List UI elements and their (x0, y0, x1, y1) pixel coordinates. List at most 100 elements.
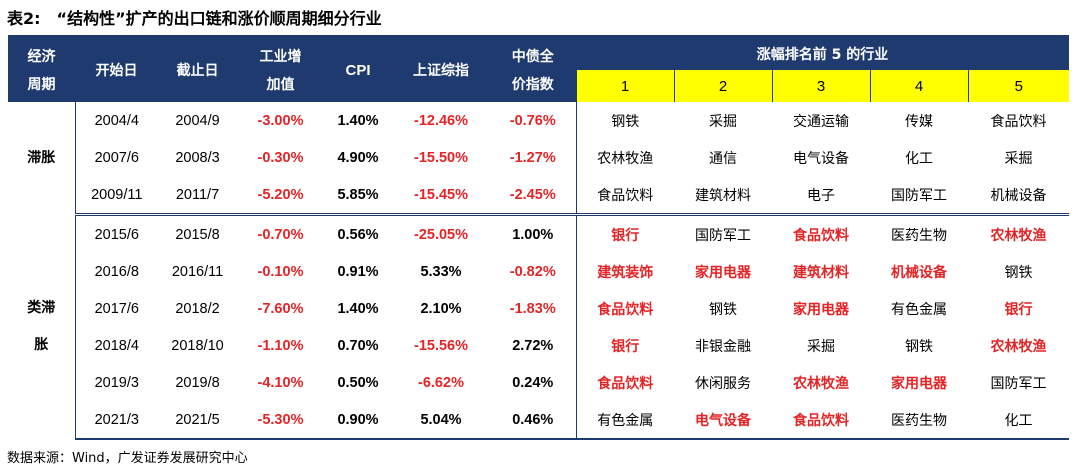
bond-index-return: -2.45% (490, 176, 576, 216)
top-industry-rank-2: 国防军工 (695, 227, 751, 244)
cpi-value: 1.40% (337, 112, 379, 129)
end-date: 2011/7 (158, 176, 237, 216)
industrial-value-added: -5.30% (237, 401, 324, 440)
end-date: 2015/8 (175, 226, 220, 243)
top-industry-rank-5: 机械设备 (968, 176, 1070, 216)
table-row: 滞胀 2004/4 2004/9 -3.00% 1.40% -12.46% -0.76% 钢铁… (8, 102, 1069, 215)
sse-return: 2.10% (420, 300, 462, 317)
header-end: 截止日 (158, 38, 237, 102)
table-row: 2017/6 2018/2 -7.60% 1.40% 2.10% -1.83% 食品饮料 钢铁… (8, 290, 1069, 327)
cpi-value: 5.85% (324, 176, 392, 216)
sse-return: -6.62% (418, 374, 464, 391)
start-date: 2004/4 (94, 112, 139, 129)
top-industry-rank-3: 农林牧渔 (793, 375, 849, 392)
top-industry-rank-2: 采掘 (709, 113, 737, 130)
top-industry-rank-3: 食品饮料 (772, 401, 870, 440)
end-date: 2004/9 (175, 112, 220, 129)
top-industry-rank-4: 化工 (905, 150, 933, 167)
top-industry-rank-2: 通信 (709, 150, 737, 167)
top-industry-rank-1: 农林牧渔 (575, 139, 674, 176)
cpi-value: 0.70% (337, 337, 379, 354)
cpi-value: 1.40% (337, 300, 379, 317)
top-industry-rank-4: 医药生物 (891, 227, 947, 244)
top-industry-rank-4: 有色金属 (891, 301, 947, 318)
industrial-value-added: -4.10% (257, 374, 304, 391)
sse-return: 5.04% (392, 401, 490, 440)
top-industry-rank-1: 钢铁 (575, 102, 674, 139)
industrial-value-added: -0.70% (257, 226, 304, 243)
top-industry-rank-2: 钢铁 (709, 301, 737, 318)
sse-return: 5.33% (420, 263, 462, 280)
top-industry-rank-1: 银行 (575, 214, 674, 253)
cycle-label: 滞胀 (8, 102, 76, 215)
table-body: 滞胀 2004/4 2004/9 -3.00% 1.40% -12.46% -0.76% 钢铁… (8, 102, 1070, 440)
top-industry-rank-2: 建筑材料 (674, 176, 772, 216)
bond-index-return: 0.46% (490, 401, 576, 440)
top-industry-rank-1: 食品饮料 (575, 364, 674, 401)
top-industry-rank-1: 食品饮料 (575, 290, 674, 327)
header-bond-index: 中债全 价指数 (490, 38, 576, 102)
header-rank-5: 5 (967, 70, 1070, 102)
top-industry-rank-2: 休闲服务 (695, 375, 751, 392)
industrial-value-added: -5.20% (237, 176, 324, 216)
top-industry-rank-2: 电气设备 (674, 401, 772, 440)
top-industry-rank-4: 家用电器 (891, 375, 947, 392)
bond-index-return: -1.27% (509, 149, 556, 166)
cycle-label: 类滞胀 (8, 214, 76, 439)
top-industry-rank-1: 银行 (575, 327, 674, 364)
top-industry-rank-5: 化工 (968, 401, 1070, 440)
cycle-label-line: 类滞 (27, 299, 56, 316)
top-rule (8, 35, 1069, 38)
end-date: 2019/8 (175, 374, 220, 391)
start-date: 2019/3 (94, 374, 139, 391)
industrial-value-added: -7.60% (257, 300, 304, 317)
cycle-label-line: 滞胀 (27, 149, 56, 166)
cpi-value: 0.90% (324, 401, 392, 440)
sse-return: -15.45% (392, 176, 490, 216)
top-industry-rank-3: 建筑材料 (793, 264, 849, 281)
end-date: 2008/3 (175, 149, 220, 166)
sse-return: -12.46% (413, 112, 468, 129)
top-industry-rank-3: 电气设备 (793, 150, 849, 167)
header-iva-line2: 加值 (266, 77, 295, 93)
sse-return: -15.50% (413, 149, 468, 166)
header-cycle-line1: 经济 (27, 49, 56, 65)
sse-return: -25.05% (413, 226, 468, 243)
bond-index-return: -0.82% (509, 263, 556, 280)
top-industry-rank-1: 建筑装饰 (575, 253, 674, 290)
header-bond-line1: 中债全 (511, 49, 554, 65)
header-industrial-value-added: 工业增 加值 (237, 38, 324, 102)
top-industry-rank-5: 国防军工 (990, 375, 1047, 392)
top-industry-rank-4: 钢铁 (905, 338, 933, 355)
end-date: 2016/11 (171, 263, 224, 280)
top-industry-rank-5: 农林牧渔 (990, 338, 1047, 355)
cpi-value: 0.91% (337, 263, 379, 280)
table-title: 表2: “结构性”扩产的出口链和涨价顺周期细分行业 (7, 5, 382, 29)
top-industry-rank-3: 交通运输 (793, 113, 849, 130)
top-industry-rank-5: 采掘 (1004, 150, 1033, 167)
cycle-label-line: 胀 (34, 336, 49, 353)
table-number: 表2: (7, 9, 41, 28)
start-date: 2018/4 (94, 337, 139, 354)
top-industry-rank-5: 银行 (1004, 301, 1033, 318)
header-cycle: 经济 周期 (8, 38, 75, 102)
top-industry-rank-3: 食品饮料 (793, 227, 849, 244)
header-cycle-line2: 周期 (27, 77, 56, 93)
header-start: 开始日 (75, 38, 158, 102)
industrial-value-added: -1.10% (257, 337, 304, 354)
top-industry-rank-3: 家用电器 (793, 301, 849, 318)
cpi-value: 4.90% (337, 149, 379, 166)
table-caption: “结构性”扩产的出口链和涨价顺周期细分行业 (56, 9, 382, 28)
bond-index-return: 1.00% (512, 226, 554, 243)
header-iva-line1: 工业增 (259, 49, 302, 65)
bond-index-return: 0.24% (512, 374, 554, 391)
end-date: 2018/2 (175, 300, 220, 317)
top-industry-rank-4: 机械设备 (891, 264, 947, 281)
table-row: 类滞胀 2015/6 2015/8 -0.70% 0.56% -25.05% 1.00% 银行… (8, 214, 1069, 439)
top-industry-rank-5: 食品饮料 (990, 113, 1047, 130)
top-industry-rank-4: 医药生物 (870, 401, 968, 440)
start-date: 2016/8 (94, 263, 139, 280)
top-industry-rank-4: 传媒 (905, 113, 933, 130)
header-rank-3: 3 (771, 70, 870, 102)
top-industry-rank-2: 家用电器 (695, 264, 751, 281)
